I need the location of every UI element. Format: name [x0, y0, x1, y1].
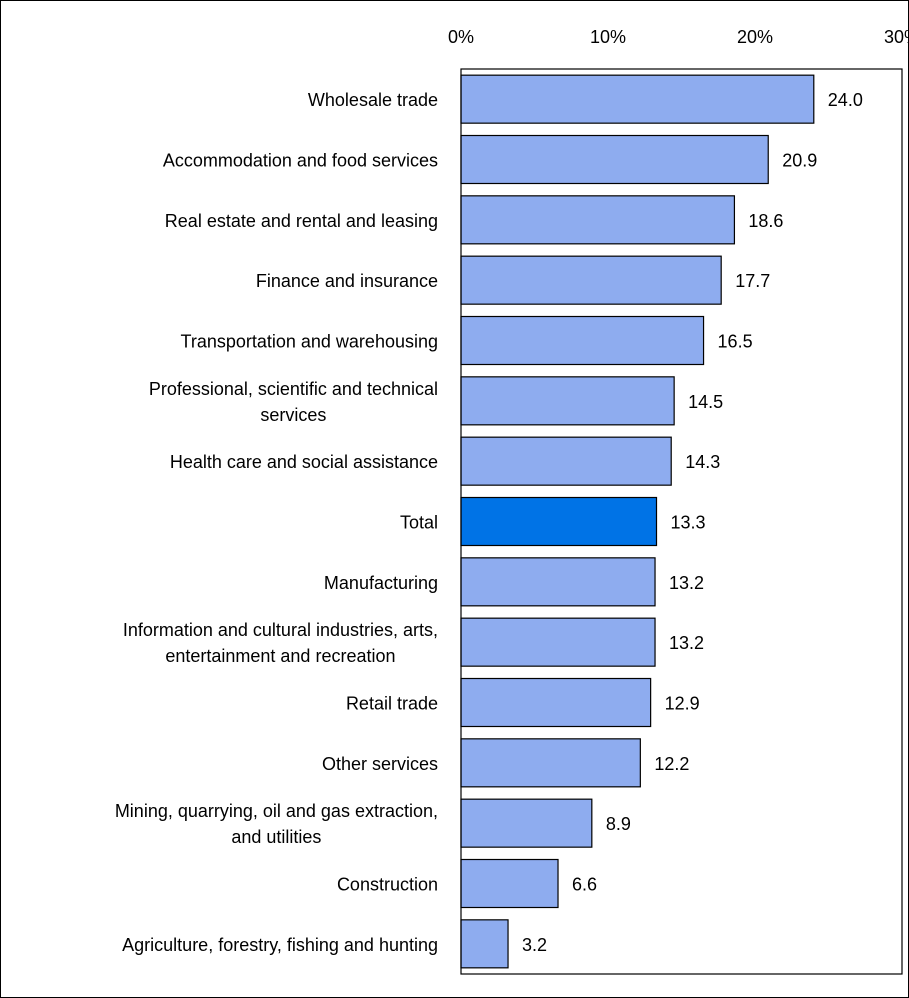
category-label: Retail trade [346, 694, 438, 714]
value-label: 8.9 [606, 814, 631, 834]
x-tick-label: 20% [737, 27, 773, 47]
category-label-line: Construction [337, 875, 438, 895]
category-label-line: Mining, quarrying, oil and gas extractio… [115, 801, 438, 821]
category-label-line: Real estate and rental and leasing [165, 211, 438, 231]
category-label: Professional, scientific and technical se… [149, 379, 438, 425]
category-label-line: services [260, 405, 326, 425]
value-label: 13.2 [669, 573, 704, 593]
bar [460, 255, 722, 305]
category-label: Accommodation and food services [163, 151, 438, 171]
x-tick-label: 0% [448, 27, 474, 47]
category-label-line: Health care and social assistance [170, 452, 438, 472]
category-label-line: and utilities [231, 827, 321, 847]
category-label: Information and cultural industries, art… [123, 620, 438, 666]
category-label: Health care and social assistance [170, 452, 438, 472]
bar [460, 738, 641, 788]
category-label-line: Manufacturing [324, 573, 438, 593]
value-label: 12.9 [665, 694, 700, 714]
bar [460, 436, 672, 486]
category-label-line: Information and cultural industries, art… [123, 620, 438, 640]
category-label-line: Transportation and warehousing [181, 332, 439, 352]
value-label: 3.2 [522, 935, 547, 955]
category-label-line: Professional, scientific and technical [149, 379, 438, 399]
plot-area [460, 68, 903, 975]
bar [460, 74, 815, 124]
category-label-line: Finance and insurance [256, 271, 438, 291]
bar [460, 677, 652, 728]
category-label: Real estate and rental and leasing [165, 211, 438, 231]
value-label: 20.9 [782, 151, 817, 171]
bars [460, 74, 815, 969]
bar [460, 617, 656, 667]
value-label: 24.0 [828, 90, 863, 110]
value-label: 13.2 [669, 633, 704, 653]
value-label: 14.3 [685, 452, 720, 472]
category-labels: Wholesale trade Accommodation and food se… [115, 90, 438, 955]
bar [460, 919, 509, 969]
category-label: Finance and insurance [256, 271, 438, 291]
value-label: 17.7 [735, 271, 770, 291]
bar-total [460, 496, 658, 547]
category-label: Construction [337, 875, 438, 895]
bar [460, 557, 656, 607]
category-label: Wholesale trade [308, 90, 438, 110]
value-label: 13.3 [671, 513, 706, 533]
x-tick-label: 30% [884, 27, 908, 47]
value-label: 14.5 [688, 392, 723, 412]
category-label-line: Total [400, 513, 438, 533]
category-label: Manufacturing [324, 573, 438, 593]
bar [460, 195, 736, 245]
category-label-line: Wholesale trade [308, 90, 438, 110]
value-label: 12.2 [654, 754, 689, 774]
category-label: Mining, quarrying, oil and gas extractio… [115, 801, 438, 847]
value-label: 18.6 [748, 211, 783, 231]
category-label: Transportation and warehousing [181, 332, 439, 352]
x-tick-label: 10% [590, 27, 626, 47]
category-label: Other services [322, 754, 438, 774]
value-label: 6.6 [572, 875, 597, 895]
bar [460, 315, 705, 366]
category-label: Agriculture, forestry, fishing and hunti… [122, 935, 438, 955]
category-label-line: Retail trade [346, 694, 438, 714]
value-labels: 24.0 20.9 18.6 17.7 16.5 14.5 14.3 13.3 13.2 13.2… [522, 90, 863, 955]
category-label-line: Other services [322, 754, 438, 774]
category-label: Total [400, 513, 438, 533]
bar [460, 798, 593, 848]
bar [460, 376, 675, 426]
category-label-line: Agriculture, forestry, fishing and hunti… [122, 935, 438, 955]
value-label: 16.5 [718, 332, 753, 352]
category-label-line: entertainment and recreation [165, 646, 395, 666]
x-axis-ticks: 0% 10% 20% 30% [448, 27, 908, 47]
category-label-line: Accommodation and food services [163, 151, 438, 171]
bar [460, 858, 559, 909]
bar [460, 134, 769, 185]
